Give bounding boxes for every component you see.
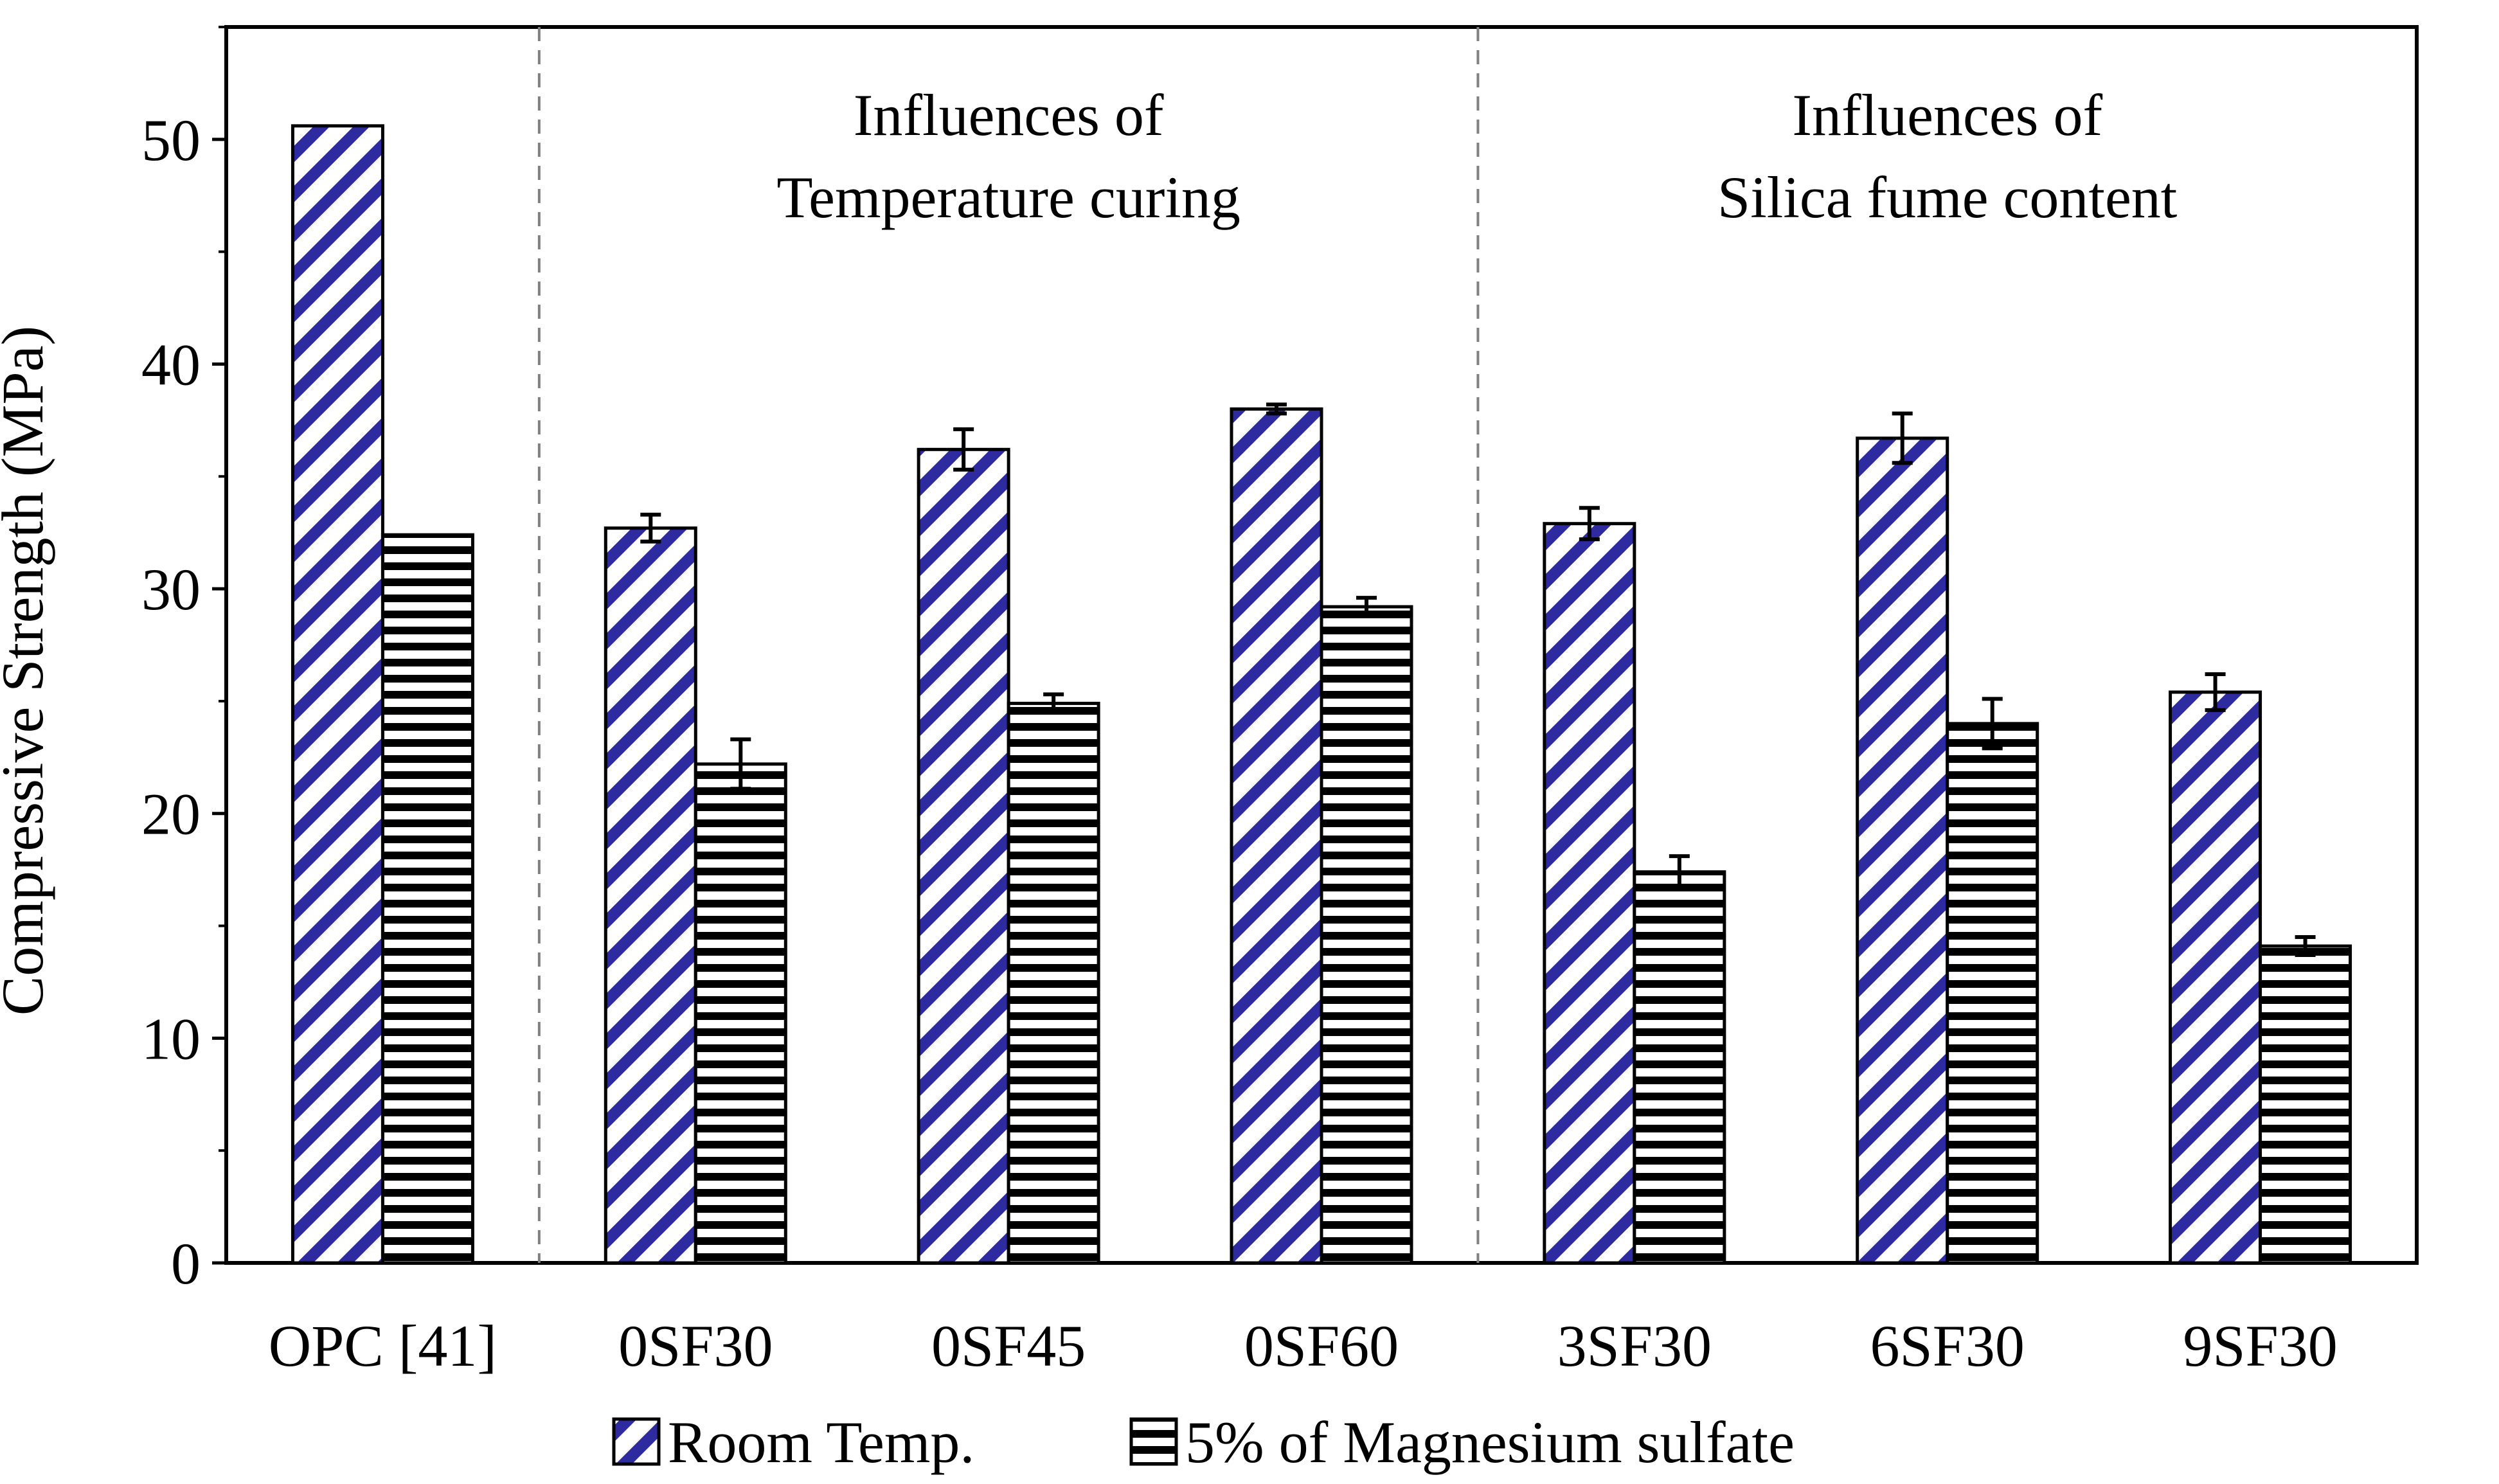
y-tick-label: 30 — [141, 557, 201, 622]
x-axis: OPC [41] 0SF30 0SF45 0SF60 3SF30 6SF30 9SF30 — [269, 1313, 2338, 1379]
group-dividers — [537, 27, 1480, 1263]
legend-swatch-room-temp — [612, 1417, 661, 1466]
mgso4-bar-3sf30 — [1633, 870, 1726, 1265]
y-tick-label: 50 — [141, 107, 201, 173]
room-temp-bar-6sf30 — [1856, 436, 1949, 1265]
y-axis-title: Compressive Strength (MPa) — [0, 326, 55, 1015]
y-tick-label: 40 — [141, 332, 201, 397]
x-tick-label: 3SF30 — [1557, 1313, 1712, 1379]
x-tick-label: OPC [41] — [269, 1313, 497, 1379]
bars — [291, 124, 2352, 1265]
mgso4-bar-0sf60 — [1320, 605, 1413, 1265]
mgso4-bar-0sf30 — [694, 762, 787, 1265]
mgso4-bar-6sf30 — [1946, 722, 2039, 1265]
room-temp-bar-0sf45 — [917, 447, 1010, 1265]
x-tick-label: 0SF30 — [618, 1313, 773, 1379]
legend: Room Temp. 5% of Magnesium sulfate — [612, 1409, 1795, 1475]
mgso4-bar-9sf30 — [2259, 944, 2352, 1265]
room-temp-bar-0sf60 — [1230, 407, 1323, 1265]
room-temp-bar-3sf30 — [1543, 522, 1636, 1265]
y-tick-label: 10 — [141, 1006, 201, 1071]
y-tick-label: 20 — [141, 782, 201, 847]
x-tick-label: 9SF30 — [2183, 1313, 2337, 1379]
room-temp-bar-opc-41 — [291, 124, 384, 1265]
mgso4-bar-opc-41 — [381, 533, 474, 1265]
legend-label-magnesium-sulfate: 5% of Magnesium sulfate — [1185, 1409, 1795, 1475]
y-axis: 0 10 20 30 40 50 — [141, 26, 226, 1296]
room-temp-bar-9sf30 — [2169, 690, 2262, 1265]
group-annotation-line2: Temperature curing — [776, 165, 1241, 230]
legend-swatch-magnesium-sulfate — [1129, 1417, 1178, 1466]
room-temp-bar-0sf30 — [604, 526, 697, 1265]
x-tick-label: 0SF60 — [1244, 1313, 1399, 1379]
group-annotation-line2: Silica fume content — [1717, 165, 2178, 230]
group-annotation-line1: Influences of — [1792, 82, 2102, 148]
x-tick-label: 0SF45 — [931, 1313, 1086, 1379]
x-tick-label: 6SF30 — [1870, 1313, 2025, 1379]
group-annotation-line1: Influences of — [854, 82, 1164, 148]
group-annotations: Influences of Temperature curing Influence… — [776, 82, 2177, 230]
mgso4-bar-0sf45 — [1007, 701, 1100, 1265]
legend-label-room-temp: Room Temp. — [668, 1409, 974, 1475]
y-tick-label: 0 — [171, 1231, 201, 1296]
